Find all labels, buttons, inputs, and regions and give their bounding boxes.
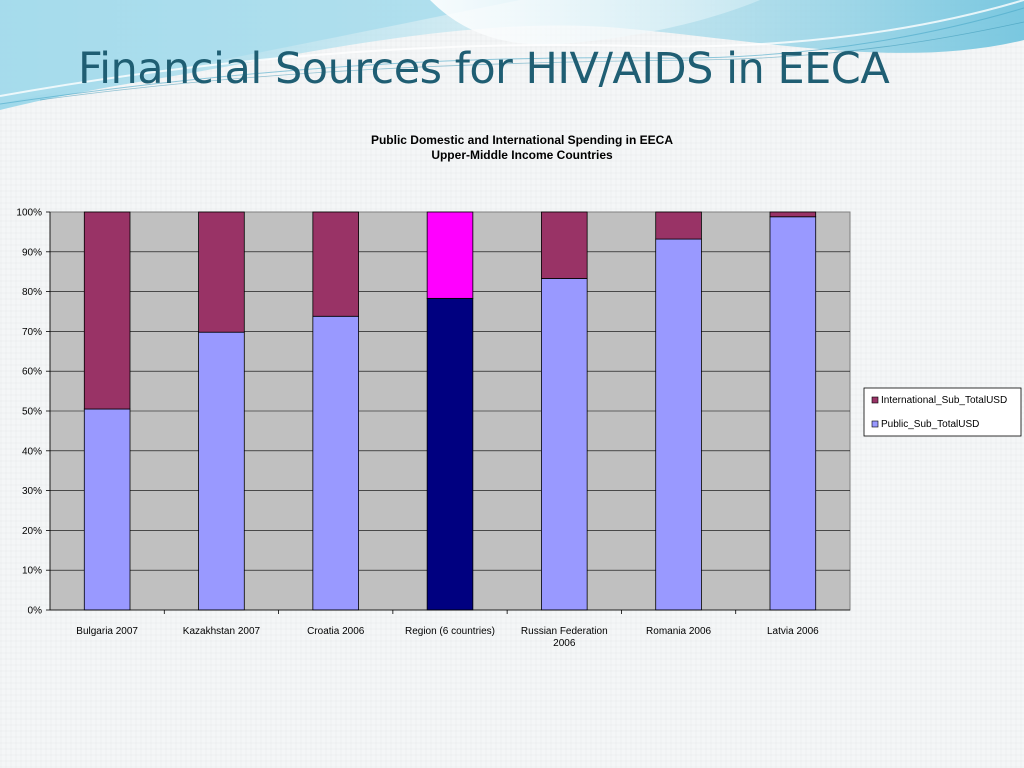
x-axis: Bulgaria 2007 Kazakhstan 2007 Croatia 2006…	[50, 609, 850, 649]
legend-box	[863, 387, 1022, 437]
bar-segment-international	[541, 211, 588, 279]
bar-segment-international	[83, 211, 131, 410]
bar-segment-international	[426, 211, 474, 299]
slide-title: Financial Sources for HIV/AIDS in EECA	[78, 44, 890, 94]
bar-segment-public	[655, 238, 702, 611]
bar-segment-public	[541, 278, 588, 611]
legend: International_Sub_TotalUSD Public_Sub_Tot…	[863, 387, 1022, 437]
y-tick-label: 80%	[22, 287, 42, 298]
y-tick-label: 50%	[22, 407, 42, 418]
y-tick-label: 30%	[22, 486, 42, 497]
bar-segment-public	[769, 216, 817, 611]
legend-label: International_Sub_TotalUSD	[881, 395, 1007, 406]
y-tick-label: 90%	[22, 247, 42, 258]
bar-segment-public	[312, 315, 359, 611]
x-tick-label: Kazakhstan 2007	[183, 626, 261, 637]
y-axis: 0% 10% 20% 30% 40% 50% 60% 70% 80% 90% 100%	[16, 208, 51, 617]
bar-segment-international	[312, 211, 359, 317]
x-tick-label: Latvia 2006	[767, 626, 819, 637]
y-tick-label: 10%	[22, 566, 42, 577]
y-tick-label: 60%	[22, 367, 42, 378]
chart-subtitle: Upper-Middle Income Countries	[431, 148, 613, 162]
x-tick-label: Russian Federation	[521, 626, 608, 637]
bar-segment-international	[655, 211, 702, 240]
x-tick-label: Bulgaria 2007	[76, 626, 138, 637]
bar-segment-public	[426, 297, 474, 611]
x-tick-label: Romania 2006	[646, 626, 711, 637]
y-tick-label: 0%	[28, 606, 43, 617]
x-tick-label: Croatia 2006	[307, 626, 365, 637]
bar-segment-public	[83, 408, 131, 611]
bar-segment-international	[769, 211, 817, 218]
bars	[83, 211, 817, 611]
header-waves-decoration	[0, 0, 1024, 110]
bar-segment-public	[198, 331, 245, 611]
x-tick-label: Region (6 countries)	[405, 626, 495, 637]
bar-segment-international	[198, 211, 245, 333]
legend-swatch	[871, 420, 879, 428]
y-tick-label: 40%	[22, 446, 42, 457]
y-tick-label: 20%	[22, 526, 42, 537]
legend-swatch	[871, 396, 879, 404]
x-tick-label: 2006	[553, 638, 576, 649]
y-tick-label: 70%	[22, 327, 42, 338]
legend-label: Public_Sub_TotalUSD	[881, 419, 979, 430]
chart-title: Public Domestic and International Spendi…	[371, 133, 673, 147]
y-tick-label: 100%	[16, 208, 42, 219]
